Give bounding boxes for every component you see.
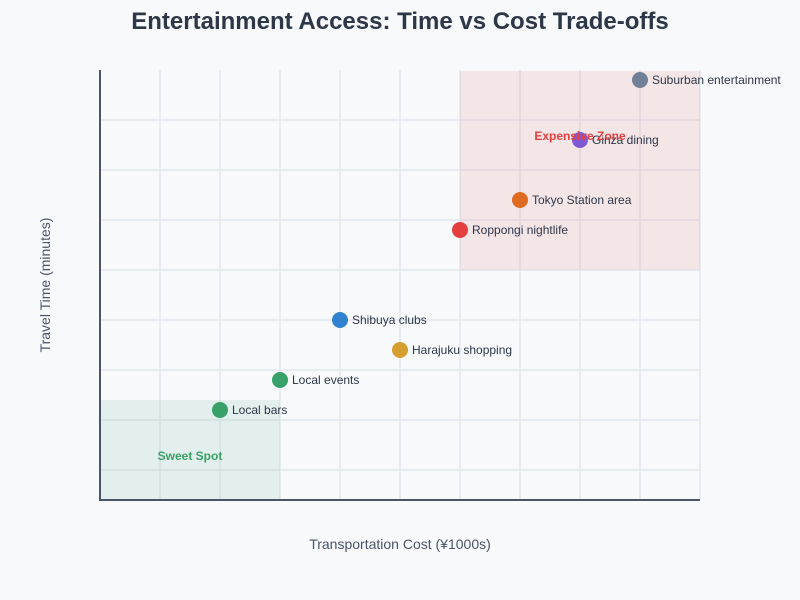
point-marker[interactable] (272, 372, 288, 388)
point-marker[interactable] (632, 72, 648, 88)
point-label: Tokyo Station area (532, 193, 632, 207)
point-label: Harajuku shopping (412, 343, 512, 357)
data-point[interactable]: Harajuku shopping (392, 342, 512, 358)
data-point[interactable]: Tokyo Station area (512, 192, 632, 208)
region-label: Expensive Zone (534, 129, 626, 143)
point-label: Suburban entertainment (652, 73, 781, 87)
data-point[interactable]: Local events (272, 372, 359, 388)
data-point[interactable]: Suburban entertainment (632, 72, 781, 88)
point-marker[interactable] (572, 132, 588, 148)
chart-title: Entertainment Access: Time vs Cost Trade… (131, 8, 669, 35)
point-marker[interactable] (392, 342, 408, 358)
region-expensive-zone (460, 71, 700, 270)
data-point[interactable]: Shibuya clubs (332, 312, 427, 328)
point-label: Local bars (232, 403, 287, 417)
y-axis-label: Travel Time (minutes) (37, 217, 53, 353)
point-marker[interactable] (512, 192, 528, 208)
point-label: Shibuya clubs (352, 313, 427, 327)
x-axis-label: Transportation Cost (¥1000s) (309, 536, 491, 552)
point-marker[interactable] (332, 312, 348, 328)
point-marker[interactable] (212, 402, 228, 418)
data-point[interactable]: Ginza dining (572, 132, 659, 148)
point-label: Roppongi nightlife (472, 223, 568, 237)
data-point[interactable]: Local bars (212, 402, 287, 418)
point-marker[interactable] (452, 222, 468, 238)
region-label: Sweet Spot (158, 449, 223, 463)
data-point[interactable]: Roppongi nightlife (452, 222, 568, 238)
region-sweet-spot (100, 400, 280, 500)
point-label: Ginza dining (592, 133, 659, 147)
point-label: Local events (292, 373, 359, 387)
